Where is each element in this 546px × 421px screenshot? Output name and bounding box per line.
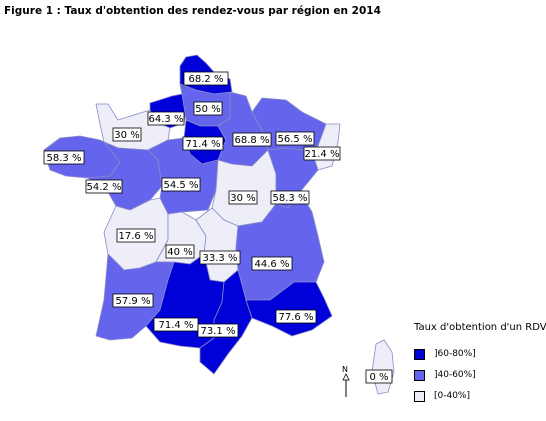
region-label-franche-comte: 58.3 % [270,190,310,205]
legend-swatch-high [414,348,425,360]
north-arrow-head [342,373,350,381]
region-label-picardie: 50 % [193,101,223,116]
region-label-bourgogne: 30 % [228,190,258,205]
region-label-box-alsace [303,146,341,161]
region-label-box-ile-de-france [182,136,224,151]
region-label-box-centre [161,177,201,192]
region-label-text-centre: 54.5 % [164,180,199,191]
region-label-pays-de-la-loire: 54.2 % [85,179,123,194]
region-label-box-franche-comte [270,190,310,205]
region-label-ile-de-france: 71.4 % [182,136,224,151]
region-label-text-ile-de-france: 71.4 % [186,139,221,150]
region-label-text-provence-alpes-cote-d-azur: 77.6 % [279,312,314,323]
region-label-box-limousin [165,244,195,259]
region-label-text-picardie: 50 % [195,104,220,115]
region-label-box-poitou-charentes [116,228,156,243]
region-label-text-poitou-charentes: 17.6 % [119,231,154,242]
region-label-text-basse-normandie: 30 % [114,130,139,141]
region-label-box-basse-normandie [112,127,142,142]
region-label-text-haute-normandie: 64.3 % [149,114,184,125]
region-label-box-bourgogne [228,190,258,205]
region-label-poitou-charentes: 17.6 % [116,228,156,243]
region-label-centre: 54.5 % [161,177,201,192]
legend-item-mid: ]40-60%] [414,369,476,381]
region-label-text-bourgogne: 30 % [230,193,255,204]
legend-label-low: [0-40%] [434,391,470,401]
label-layer: 68.2 % 64.3 % 50 % 30 % 71.4 % 68.8 % 56.5 % 21… [43,71,393,384]
region-label-box-nord-pas-de-calais [183,71,229,86]
legend-swatch-low [414,390,425,402]
region-label-aquitaine: 57.9 % [112,293,154,308]
region-label-box-aquitaine [112,293,154,308]
region-label-lorraine: 56.5 % [275,131,315,146]
legend-item-high: ]60-80%] [414,348,476,360]
region-label-text-nord-pas-de-calais: 68.2 % [189,74,224,85]
region-label-languedoc-roussillon: 73.1 % [197,323,239,338]
north-arrow: N [342,365,350,397]
legend-label-high: ]60-80%] [434,349,476,359]
region-label-text-languedoc-roussillon: 73.1 % [201,326,236,337]
region-label-text-auvergne: 33.3 % [203,253,238,264]
region-label-box-champagne-ardenne [232,132,272,147]
region-label-text-midi-pyrenees: 71.4 % [159,320,194,331]
region-label-midi-pyrenees: 71.4 % [153,317,199,332]
figure-title: Figure 1 : Taux d'obtention des rendez-v… [4,5,381,17]
region-label-box-corse [365,369,393,384]
legend-swatch-mid [414,369,425,381]
region-label-rhone-alpes: 44.6 % [251,256,293,271]
region-label-provence-alpes-cote-d-azur: 77.6 % [275,309,317,324]
region-label-bretagne: 58.3 % [43,150,85,165]
region-label-auvergne: 33.3 % [199,250,241,265]
region-label-basse-normandie: 30 % [112,127,142,142]
region-label-box-lorraine [275,131,315,146]
region-label-text-bretagne: 58.3 % [47,153,82,164]
region-label-box-rhone-alpes [251,256,293,271]
region-label-box-pays-de-la-loire [85,179,123,194]
region-label-text-aquitaine: 57.9 % [116,296,151,307]
region-label-limousin: 40 % [165,244,195,259]
region-label-nord-pas-de-calais: 68.2 % [183,71,229,86]
region-label-box-auvergne [199,250,241,265]
north-arrow-label: N [342,365,348,374]
region-label-text-champagne-ardenne: 68.8 % [235,135,270,146]
legend-item-low: [0-40%] [414,390,470,402]
region-label-champagne-ardenne: 68.8 % [232,132,272,147]
region-label-text-alsace: 21.4 % [305,149,340,160]
region-label-text-limousin: 40 % [167,247,192,258]
region-label-text-franche-comte: 58.3 % [273,193,308,204]
region-label-box-provence-alpes-cote-d-azur [275,309,317,324]
region-label-corse: 0 % [365,369,393,384]
region-label-text-lorraine: 56.5 % [278,134,313,145]
region-label-haute-normandie: 64.3 % [147,111,185,126]
region-label-box-bretagne [43,150,85,165]
region-corse [371,339,395,395]
legend-title: Taux d'obtention d'un RDV [414,322,546,333]
region-label-box-picardie [193,101,223,116]
region-label-box-languedoc-roussillon [197,323,239,338]
legend-label-mid: ]40-60%] [434,370,476,380]
region-label-alsace: 21.4 % [303,146,341,161]
region-label-text-corse: 0 % [369,372,388,383]
region-label-text-rhone-alpes: 44.6 % [255,259,290,270]
region-label-text-pays-de-la-loire: 54.2 % [87,182,122,193]
region-label-box-haute-normandie [147,111,185,126]
